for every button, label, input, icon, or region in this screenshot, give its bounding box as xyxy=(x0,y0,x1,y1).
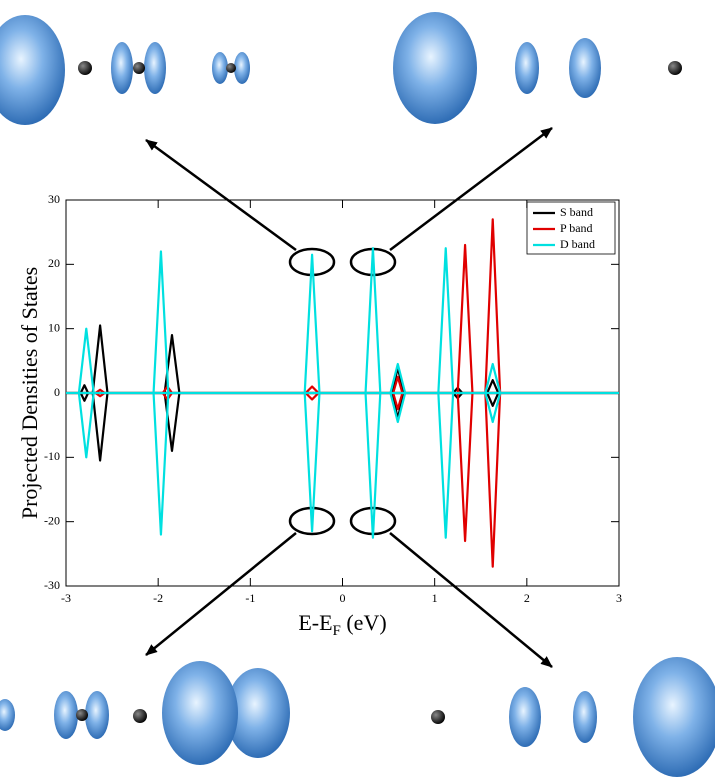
y-tick-label: 20 xyxy=(48,256,60,270)
x-tick-label: 3 xyxy=(616,591,622,605)
y-tick-label: 0 xyxy=(54,385,60,399)
y-tick-label: -30 xyxy=(44,578,60,592)
y-tick-label: -20 xyxy=(44,513,60,527)
x-tick-label: -1 xyxy=(245,591,255,605)
x-tick-label: -3 xyxy=(61,591,71,605)
x-tick-label: 1 xyxy=(432,591,438,605)
legend-label: P band xyxy=(560,221,593,235)
chart: Projected Densities of States E-EF (eV) … xyxy=(0,0,715,777)
x-label-suffix: (eV) xyxy=(341,610,387,635)
x-tick-label: 0 xyxy=(340,591,346,605)
legend: S band P band D band xyxy=(527,202,615,254)
legend-label: D band xyxy=(560,237,595,251)
x-tick-label: 2 xyxy=(524,591,530,605)
x-label-subscript: F xyxy=(333,623,341,639)
legend-label: S band xyxy=(560,205,593,219)
series-line xyxy=(66,248,619,538)
y-tick-label: -10 xyxy=(44,449,60,463)
page: {"chart_data": {"type": "line", "y_label… xyxy=(0,0,715,777)
y-tick-label: 10 xyxy=(48,320,60,334)
y-tick-label: 30 xyxy=(48,192,60,206)
x-tick-label: -2 xyxy=(153,591,163,605)
x-axis-label: E-EF (eV) xyxy=(298,610,386,639)
y-axis-label: Projected Densities of States xyxy=(17,267,42,519)
x-label-main: E-E xyxy=(298,610,332,635)
